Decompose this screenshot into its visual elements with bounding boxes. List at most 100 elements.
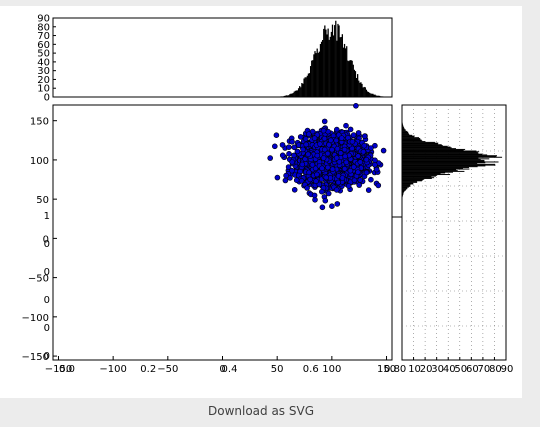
right-hist-bar	[402, 145, 443, 146]
top-hist-y-tick-label: 30	[37, 66, 50, 77]
top-hist-bar	[318, 51, 321, 97]
top-hist-y-tick-label: 90	[37, 14, 50, 25]
right-hist-bar	[402, 128, 405, 130]
top-hist-bar	[341, 34, 343, 97]
right-hist-bar	[402, 170, 458, 172]
scatter-point	[373, 166, 380, 173]
top-hist-bar	[303, 78, 305, 97]
top-hist-bar	[300, 87, 302, 97]
scatter-point	[339, 175, 346, 181]
scatter-point	[326, 142, 332, 148]
scatter-point	[337, 150, 344, 156]
top-hist-bar	[378, 95, 381, 97]
right-hist-bar	[402, 140, 423, 142]
right-hist-bar	[402, 196, 403, 198]
top-hist-bar	[337, 23, 339, 97]
right-hist-bar	[402, 136, 414, 138]
x-tick-label: 50	[271, 364, 284, 375]
x-tick-label: 0	[219, 364, 225, 375]
right-hist-bar	[402, 194, 404, 196]
right-hist-bar	[402, 177, 432, 179]
right-hist-bar	[402, 153, 483, 155]
top-hist-bar	[331, 24, 334, 98]
right-hist-bar	[402, 156, 497, 157]
scatter-point	[274, 174, 281, 181]
right-hist-bar	[402, 190, 405, 192]
right-hist-bar	[402, 123, 403, 125]
right-hist-bar	[402, 139, 422, 141]
right-hist-bar	[402, 127, 405, 129]
scatter-point	[291, 152, 297, 159]
top-hist-bar	[283, 95, 286, 97]
scatter-point	[333, 137, 340, 144]
right-hist-bar	[402, 129, 406, 131]
right-hist-x-tick-label: 50	[454, 364, 467, 375]
scatter-point	[334, 201, 341, 207]
top-hist-bars	[278, 20, 386, 98]
top-hist-bar	[335, 20, 337, 97]
top-hist-bar	[314, 51, 316, 97]
download-svg-button[interactable]: Download as SVG	[207, 404, 314, 418]
right-hist-bar	[402, 185, 411, 187]
right-hist-x-tick-label: 30	[431, 364, 444, 375]
right-hist-bar	[402, 162, 486, 164]
right-hist-bar	[402, 126, 404, 128]
scatter-point	[305, 151, 311, 158]
scatter-point	[279, 152, 286, 159]
top-hist-bar	[324, 25, 326, 97]
top-hist-bar	[308, 73, 311, 97]
scatter-point	[343, 159, 350, 166]
top-hist-bar	[351, 60, 353, 97]
right-hist-bar	[402, 170, 465, 172]
top-hist-bar	[349, 60, 351, 97]
right-hist-bar	[402, 147, 452, 149]
top-hist-bar	[320, 41, 323, 97]
scatter-point	[321, 118, 328, 125]
right-hist-bar	[402, 158, 490, 160]
top-hist-y-tick-label: 50	[37, 49, 50, 60]
top-hist-bar	[381, 96, 383, 97]
x-tick-label: −150	[45, 364, 72, 375]
plot-card: 90 80 70 60 50 40 30 20 10 0 0.0 0.2 0.4 0.6 0.8 1 0 0 0 0…	[0, 6, 522, 398]
right-hist-bar	[402, 134, 410, 136]
scatter-point	[324, 150, 331, 157]
top-hist-bar	[295, 90, 298, 97]
scatter-point	[316, 181, 323, 188]
scatter-point	[294, 148, 301, 155]
right-hist-bar	[402, 192, 404, 194]
top-hist-bar	[373, 94, 375, 97]
right-hist-bar	[402, 181, 418, 183]
background-y-tick-label: 0	[44, 267, 50, 278]
top-hist-bar	[319, 44, 322, 97]
top-hist-bar	[365, 89, 368, 97]
right-hist-bar	[402, 187, 408, 189]
right-hist-bar	[402, 166, 478, 168]
top-hist-bar	[293, 91, 295, 97]
right-hist-bar	[402, 188, 407, 190]
top-hist-bar	[290, 93, 292, 97]
top-hist-bar	[379, 96, 382, 97]
top-hist-bar	[285, 95, 288, 97]
scatter-point	[289, 139, 295, 145]
right-hist-bar	[402, 167, 463, 169]
right-hist-bar	[402, 132, 409, 134]
top-hist-bar	[317, 52, 319, 97]
top-hist-y-tick-label: 80	[37, 22, 50, 33]
scatter-point	[297, 134, 304, 140]
top-hist-bar	[347, 60, 349, 97]
scatter-point	[375, 182, 382, 189]
top-hist-bar	[294, 90, 296, 97]
scatter-point	[335, 179, 342, 186]
right-hist-bar	[402, 152, 478, 154]
right-hist-bar	[402, 169, 457, 171]
scatter-point	[341, 166, 348, 172]
right-hist-bar	[402, 130, 406, 132]
scatter-points	[267, 103, 387, 211]
right-hist-bar	[402, 145, 448, 147]
right-hist-bar	[402, 192, 404, 194]
right-hist-bar	[402, 181, 418, 183]
right-hist-bar	[402, 133, 409, 135]
top-hist-bar	[305, 77, 307, 97]
scatter-point	[336, 159, 343, 165]
top-hist-bar	[291, 93, 293, 97]
